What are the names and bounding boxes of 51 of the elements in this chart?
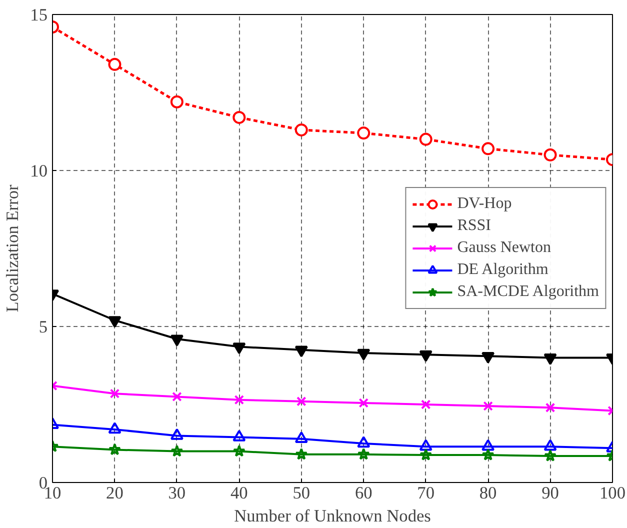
point xyxy=(357,126,370,140)
legend-label: DV-Hop xyxy=(457,195,512,213)
point xyxy=(544,439,557,451)
point xyxy=(482,448,494,460)
point xyxy=(232,430,246,442)
x-tick-label: 70 xyxy=(417,484,434,502)
point xyxy=(544,148,557,162)
point xyxy=(296,396,306,406)
point xyxy=(108,443,121,456)
x-tick-label: 90 xyxy=(542,484,559,502)
legend-label: SA-MCDE Algorithm xyxy=(457,283,599,301)
point xyxy=(234,394,244,405)
point xyxy=(108,58,122,71)
y-axis-title: Localization Error xyxy=(3,184,22,312)
point xyxy=(482,142,495,156)
point xyxy=(170,444,184,457)
x-axis-title: Number of Unknown Nodes xyxy=(234,506,432,526)
y-tick-label: 5 xyxy=(38,318,48,336)
point xyxy=(482,439,495,451)
point xyxy=(357,448,370,460)
x-tick-label: 100 xyxy=(600,484,626,502)
point xyxy=(232,110,246,124)
point xyxy=(294,123,308,136)
legend-label: Gauss Newton xyxy=(457,239,551,257)
point xyxy=(170,428,184,440)
x-tick-label: 20 xyxy=(106,484,124,502)
y-tick-label: 15 xyxy=(30,6,48,24)
point xyxy=(108,422,122,434)
point xyxy=(295,448,308,460)
x-tick-label: 80 xyxy=(479,484,497,502)
y-tick-label: 10 xyxy=(30,162,48,180)
point xyxy=(357,436,370,448)
point xyxy=(483,401,493,411)
point xyxy=(419,439,432,451)
point xyxy=(358,398,368,408)
x-tick-label: 50 xyxy=(292,484,310,502)
point xyxy=(294,431,308,443)
point xyxy=(110,388,120,398)
point xyxy=(419,132,432,146)
point xyxy=(545,402,556,413)
point xyxy=(232,444,246,457)
x-tick-label: 30 xyxy=(168,484,186,502)
point xyxy=(172,392,182,402)
point xyxy=(420,448,432,460)
legend-label: RSSI xyxy=(457,217,491,235)
point xyxy=(420,400,431,410)
point xyxy=(544,449,557,462)
legend-label: DE Algorithm xyxy=(457,261,548,279)
x-tick-label: 40 xyxy=(230,484,248,502)
point xyxy=(170,95,184,108)
x-tick-label: 60 xyxy=(354,484,372,502)
